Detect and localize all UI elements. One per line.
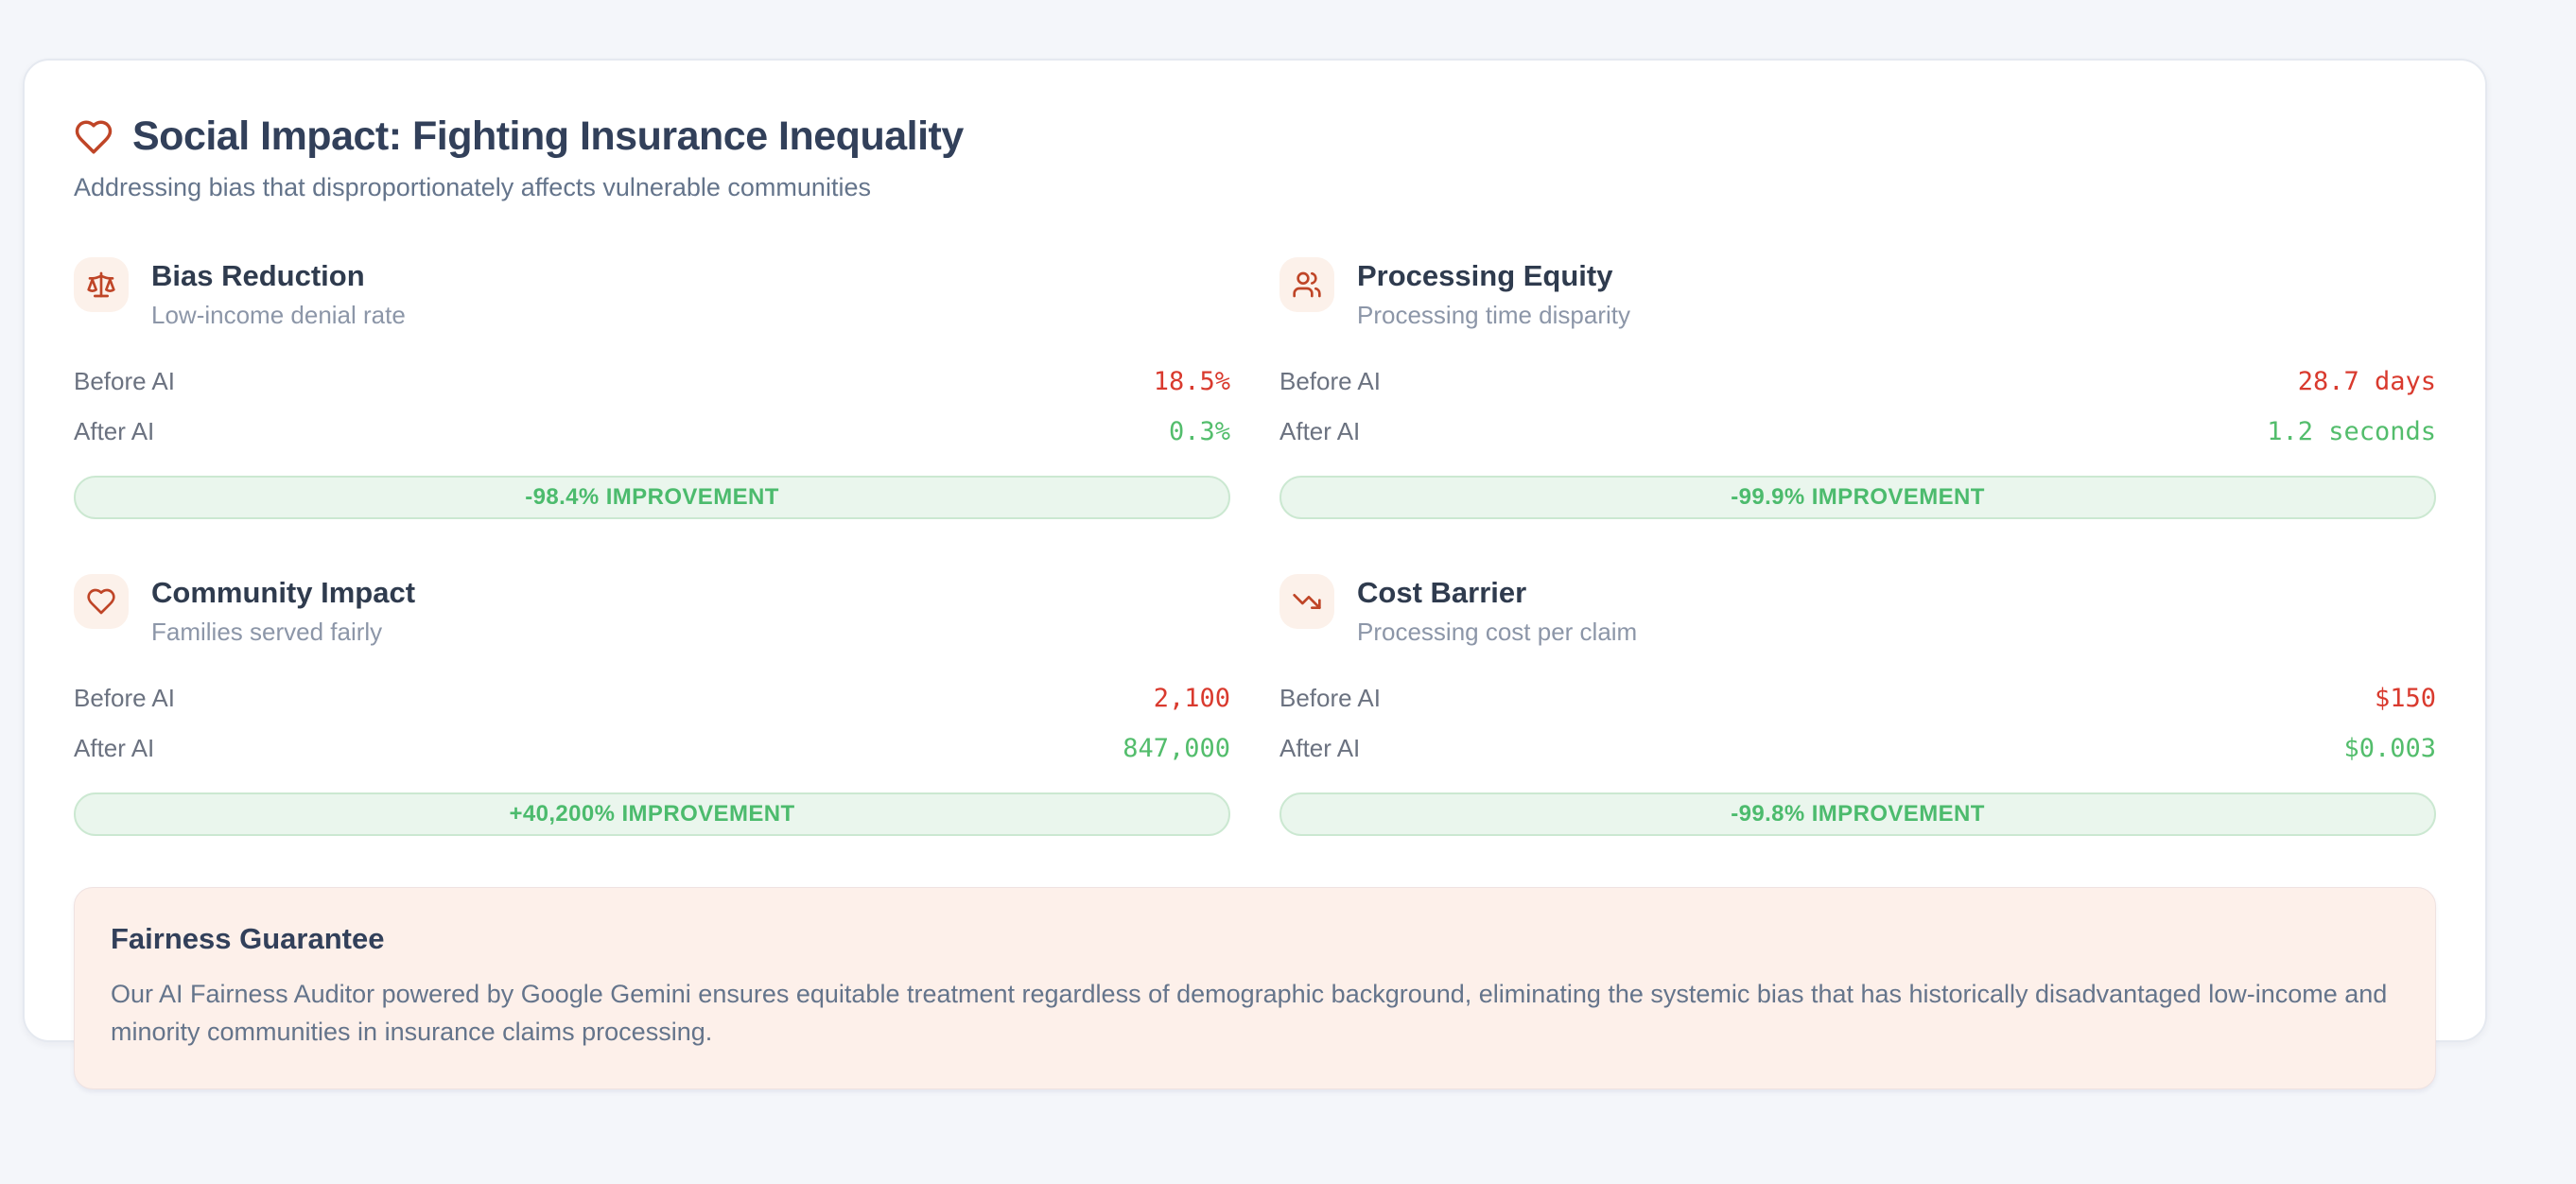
metric-subtitle: Low-income denial rate bbox=[151, 301, 406, 329]
after-ai-value: 0.3% bbox=[1168, 417, 1230, 446]
after-ai-label: After AI bbox=[1279, 417, 1361, 445]
trending-down-icon bbox=[1279, 574, 1334, 629]
before-ai-label: Before AI bbox=[74, 684, 175, 712]
after-ai-value: $0.003 bbox=[2343, 734, 2436, 763]
after-ai-value: 847,000 bbox=[1123, 734, 1230, 763]
fairness-title: Fairness Guarantee bbox=[111, 922, 385, 955]
metric-subtitle: Families served fairly bbox=[151, 618, 383, 646]
metric-title: Cost Barrier bbox=[1357, 576, 1527, 609]
metric-community-impact: Community Impact Families served fairly … bbox=[74, 574, 1230, 836]
page-title: Social Impact: Fighting Insurance Inequa… bbox=[132, 113, 964, 159]
fairness-guarantee-panel: Fairness Guarantee Our AI Fairness Audit… bbox=[74, 887, 2436, 1089]
before-ai-value: 28.7 days bbox=[2297, 367, 2436, 396]
before-ai-label: Before AI bbox=[74, 367, 175, 395]
metric-title: Bias Reduction bbox=[151, 259, 365, 292]
before-ai-value: 18.5% bbox=[1153, 367, 1230, 396]
after-ai-value: 1.2 seconds bbox=[2267, 417, 2436, 446]
improvement-badge: -99.9% IMPROVEMENT bbox=[1279, 476, 2436, 519]
before-ai-label: Before AI bbox=[1279, 367, 1381, 395]
after-ai-label: After AI bbox=[1279, 734, 1361, 762]
heart-icon bbox=[74, 117, 113, 157]
users-icon bbox=[1279, 257, 1334, 312]
before-ai-row: Before AI $150 bbox=[1279, 673, 2436, 723]
page-subtitle: Addressing bias that disproportionately … bbox=[74, 173, 871, 201]
after-ai-row: After AI 0.3% bbox=[74, 407, 1230, 457]
metric-subtitle: Processing time disparity bbox=[1357, 301, 1630, 329]
heart-icon bbox=[74, 574, 129, 629]
metric-title: Community Impact bbox=[151, 576, 416, 609]
before-ai-row: Before AI 18.5% bbox=[74, 357, 1230, 407]
metric-bias-reduction: Bias Reduction Low-income denial rate Be… bbox=[74, 257, 1230, 519]
before-ai-row: Before AI 28.7 days bbox=[1279, 357, 2436, 407]
before-ai-row: Before AI 2,100 bbox=[74, 673, 1230, 723]
after-ai-label: After AI bbox=[74, 417, 155, 445]
after-ai-row: After AI 847,000 bbox=[74, 723, 1230, 774]
after-ai-row: After AI 1.2 seconds bbox=[1279, 407, 2436, 457]
scale-icon bbox=[74, 257, 129, 312]
metric-title: Processing Equity bbox=[1357, 259, 1613, 292]
improvement-badge: +40,200% IMPROVEMENT bbox=[74, 792, 1230, 836]
before-ai-label: Before AI bbox=[1279, 684, 1381, 712]
social-impact-card: Social Impact: Fighting Insurance Inequa… bbox=[23, 59, 2487, 1089]
improvement-badge: -98.4% IMPROVEMENT bbox=[74, 476, 1230, 519]
metric-processing-equity: Processing Equity Processing time dispar… bbox=[1279, 257, 2436, 519]
metric-cost-barrier: Cost Barrier Processing cost per claim B… bbox=[1279, 574, 2436, 836]
after-ai-label: After AI bbox=[74, 734, 155, 762]
metric-subtitle: Processing cost per claim bbox=[1357, 618, 1638, 646]
after-ai-row: After AI $0.003 bbox=[1279, 723, 2436, 774]
before-ai-value: $150 bbox=[2374, 684, 2436, 713]
improvement-badge: -99.8% IMPROVEMENT bbox=[1279, 792, 2436, 836]
fairness-body: Our AI Fairness Auditor powered by Googl… bbox=[111, 980, 2388, 1046]
card-header: Social Impact: Fighting Insurance Inequa… bbox=[74, 113, 2436, 160]
before-ai-value: 2,100 bbox=[1153, 684, 1230, 713]
metrics-grid: Bias Reduction Low-income denial rate Be… bbox=[74, 257, 2436, 836]
